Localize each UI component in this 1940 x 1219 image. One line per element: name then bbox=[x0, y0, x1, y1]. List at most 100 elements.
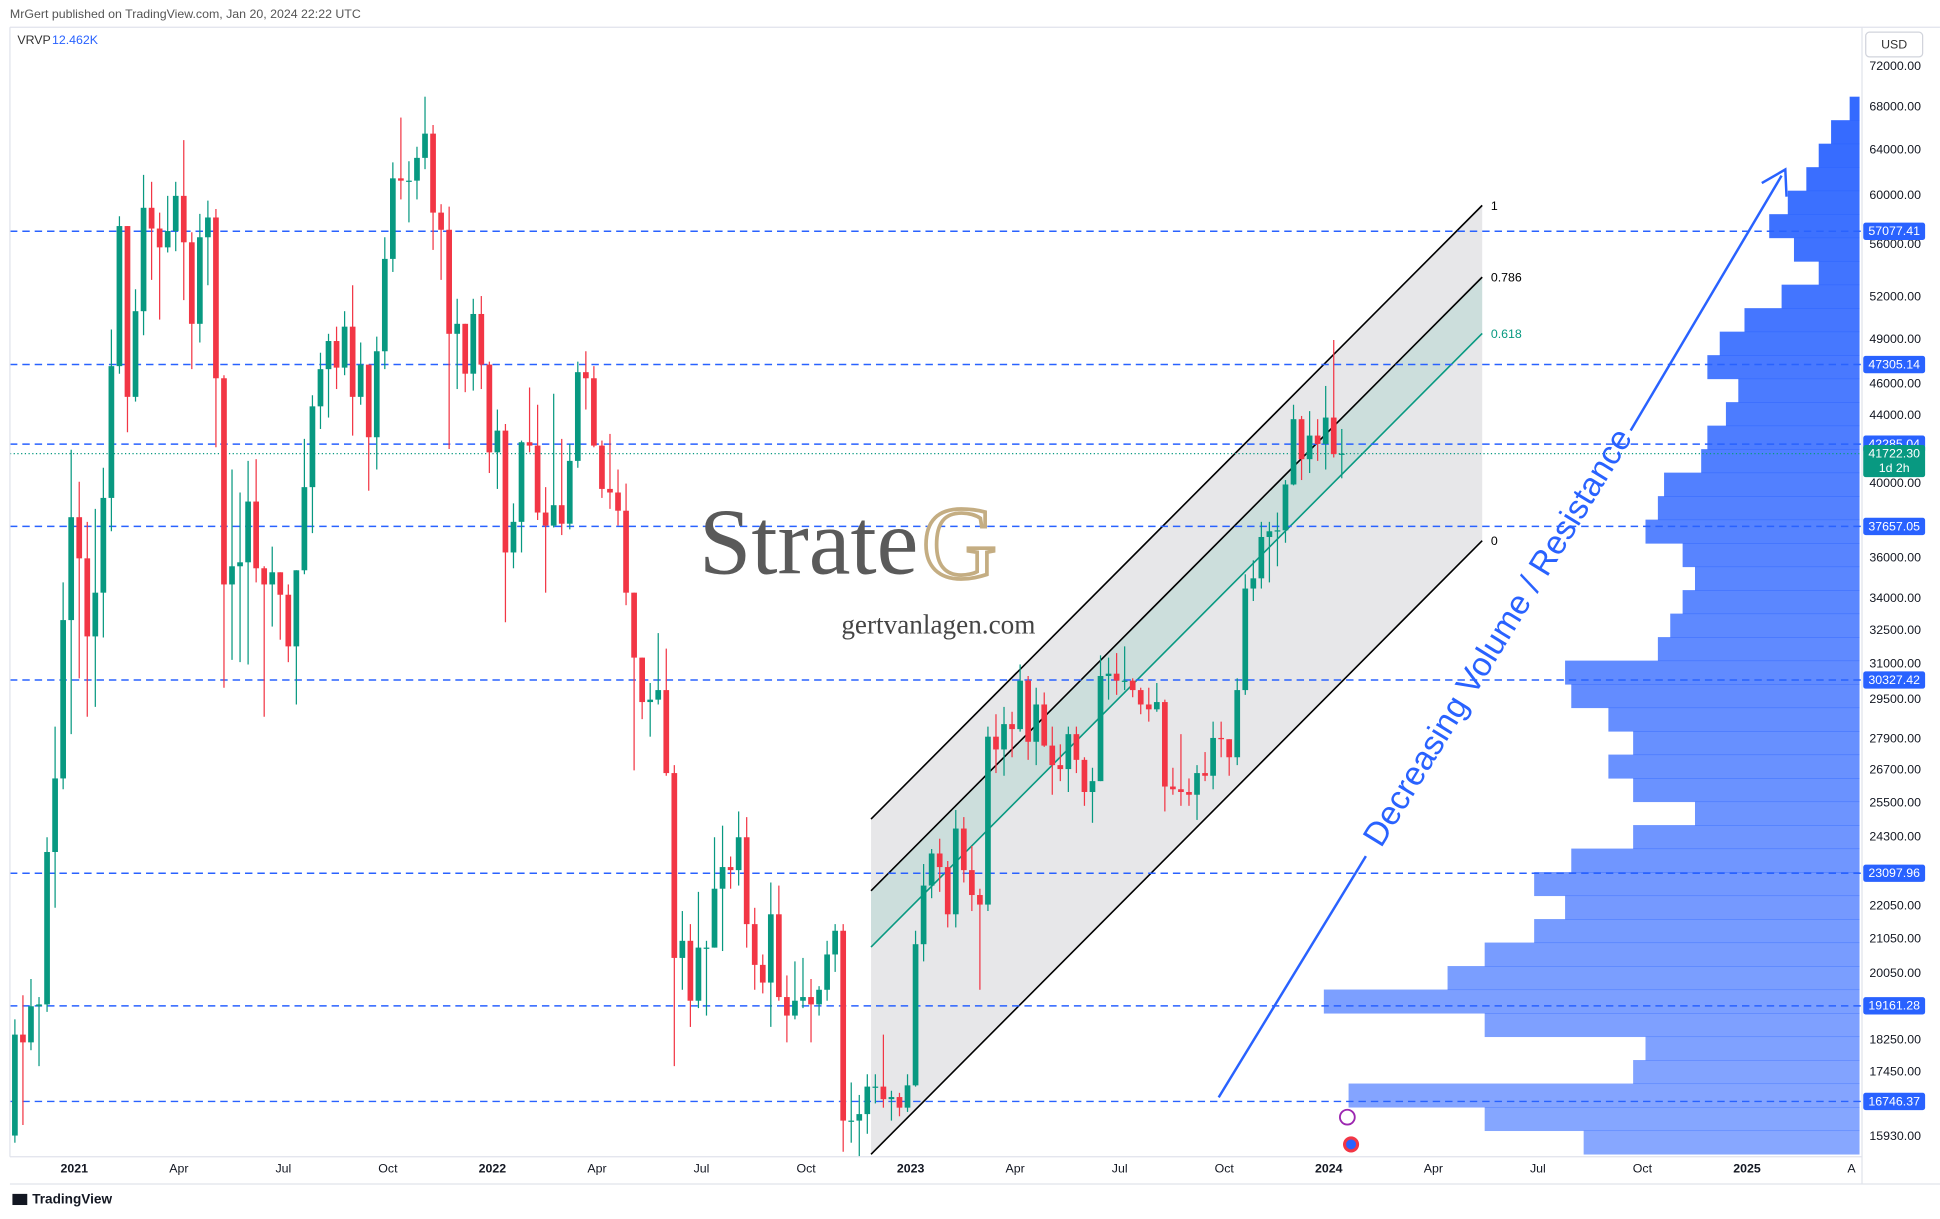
candle-body bbox=[808, 997, 814, 1005]
candle-body bbox=[1081, 759, 1088, 793]
candle-body bbox=[952, 828, 959, 915]
candle-body bbox=[60, 620, 66, 779]
y-tick-label: 52000.00 bbox=[1869, 290, 1921, 304]
volume-bar bbox=[1633, 778, 1860, 803]
candle-body bbox=[800, 997, 806, 1001]
currency-box[interactable] bbox=[1865, 31, 1924, 58]
candle-body bbox=[349, 326, 356, 397]
volume-bar bbox=[1323, 989, 1860, 1014]
y-tick-label: 46000.00 bbox=[1869, 377, 1921, 391]
candle-body bbox=[784, 997, 790, 1016]
candle-body bbox=[76, 517, 83, 559]
candle-body bbox=[494, 430, 501, 453]
indicator: VRVP bbox=[17, 33, 50, 47]
level-tag bbox=[1863, 864, 1926, 882]
level-tag bbox=[1863, 355, 1926, 374]
candle-body bbox=[574, 372, 581, 461]
candle-body bbox=[824, 954, 830, 990]
fib-label: 0.618 bbox=[1491, 327, 1522, 341]
x-tick-label: Oct bbox=[1215, 1161, 1235, 1175]
candle-body bbox=[1314, 435, 1321, 444]
candle-body bbox=[1242, 588, 1249, 691]
candle-body bbox=[245, 501, 251, 563]
candle-body bbox=[92, 592, 99, 637]
candle-body bbox=[430, 133, 436, 213]
candle-body bbox=[156, 228, 163, 248]
candle-body bbox=[1162, 702, 1168, 787]
volume-bar bbox=[1682, 543, 1860, 568]
volume-bar bbox=[1725, 402, 1860, 427]
candle-body bbox=[719, 867, 726, 889]
event-icon[interactable] bbox=[1346, 1139, 1357, 1150]
volume-bar bbox=[1707, 425, 1860, 450]
candle-body bbox=[1218, 737, 1224, 740]
candle-body bbox=[309, 406, 316, 488]
candle-body bbox=[1226, 739, 1233, 758]
candle-body bbox=[711, 888, 718, 948]
candle-body bbox=[108, 366, 115, 498]
candle-body bbox=[229, 566, 235, 585]
candle-body bbox=[172, 195, 179, 232]
candle-body bbox=[993, 736, 999, 750]
y-tick-label: 18250.00 bbox=[1869, 1033, 1921, 1047]
y-tick-label: 26700.00 bbox=[1869, 763, 1921, 777]
brand: TradingView bbox=[32, 1192, 112, 1207]
candle-body bbox=[1105, 673, 1112, 676]
candle-body bbox=[655, 690, 662, 700]
level-label: 57077.41 bbox=[1868, 224, 1920, 238]
candle-body bbox=[68, 517, 75, 621]
candle-body bbox=[253, 501, 259, 569]
candle-body bbox=[767, 914, 774, 983]
level-label: 30327.42 bbox=[1868, 673, 1920, 687]
candle-body bbox=[357, 364, 364, 397]
fib-label: 0 bbox=[1491, 534, 1498, 548]
fib-line bbox=[870, 204, 1483, 820]
candle-body bbox=[277, 572, 284, 595]
candle-body bbox=[438, 212, 444, 230]
volume-bar bbox=[1484, 1013, 1860, 1038]
candle-body bbox=[180, 195, 187, 243]
candle-body bbox=[1282, 484, 1289, 531]
candle-body bbox=[28, 1006, 34, 1043]
candle-body bbox=[776, 914, 782, 998]
candle-body bbox=[542, 512, 549, 526]
candle-body bbox=[534, 445, 541, 513]
candle-body bbox=[132, 311, 139, 397]
y-tick-label: 20050.00 bbox=[1869, 966, 1921, 980]
fib-label: 0.786 bbox=[1491, 271, 1522, 285]
candle-body bbox=[414, 157, 420, 181]
candle-body bbox=[1129, 680, 1136, 691]
y-tick-label: 64000.00 bbox=[1869, 142, 1921, 156]
level-tag bbox=[1863, 997, 1926, 1015]
candle-body bbox=[510, 521, 517, 553]
level-label: 19161.28 bbox=[1868, 999, 1920, 1013]
candle-body bbox=[221, 378, 227, 585]
currency[interactable]: USD bbox=[1881, 37, 1907, 51]
candle-body bbox=[840, 930, 847, 1121]
watermark-mark: G bbox=[922, 486, 997, 601]
axes: 72000.00 68000.00 64000.00 60000.00 56000.00… bbox=[61, 59, 1926, 1175]
event-icon[interactable] bbox=[1338, 1108, 1356, 1126]
candle-body bbox=[960, 828, 967, 871]
brand-logo bbox=[12, 1193, 28, 1206]
candle-body bbox=[599, 445, 605, 489]
candle-body bbox=[623, 510, 629, 593]
candle-body bbox=[936, 853, 943, 868]
volume-bar bbox=[1781, 284, 1860, 309]
candle-body bbox=[100, 497, 107, 593]
candle-body bbox=[205, 217, 211, 238]
level-label: 16746.37 bbox=[1868, 1094, 1920, 1108]
level-tag bbox=[1863, 222, 1926, 240]
volume-bar bbox=[1565, 895, 1860, 920]
x-tick-label: 2024 bbox=[1315, 1161, 1343, 1175]
candle-body bbox=[864, 1086, 871, 1115]
x-tick-label: Apr bbox=[169, 1161, 188, 1175]
volume-bar bbox=[1787, 190, 1860, 215]
candle-body bbox=[816, 989, 822, 1005]
y-tick-label: 27900.00 bbox=[1869, 731, 1921, 745]
candle-body bbox=[164, 231, 171, 248]
candle-body bbox=[398, 178, 404, 181]
candle-body bbox=[631, 592, 637, 658]
y-tick-label: 49000.00 bbox=[1869, 332, 1921, 346]
